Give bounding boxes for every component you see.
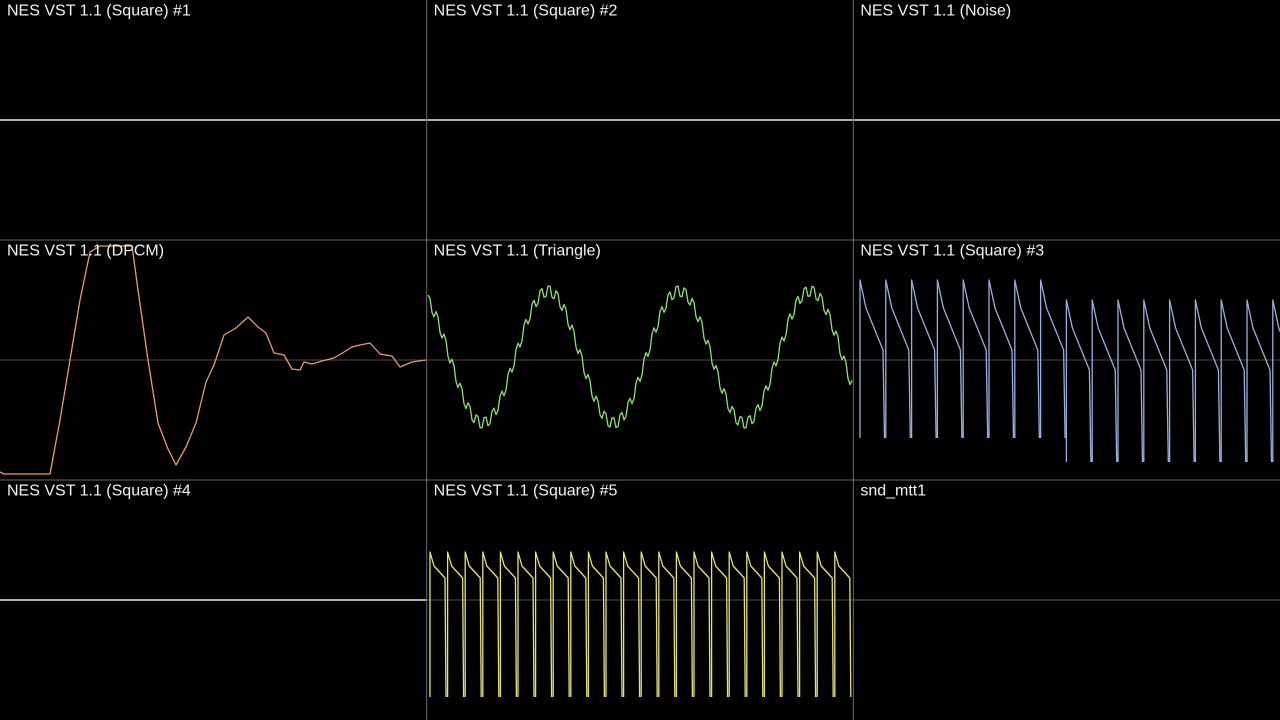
channel-label: NES VST 1.1 (Square) #3 bbox=[860, 242, 1044, 259]
channel-label: NES VST 1.1 (DPCM) bbox=[7, 242, 164, 259]
channel-label: snd_mtt1 bbox=[860, 482, 926, 499]
channel-label: NES VST 1.1 (Square) #2 bbox=[434, 2, 618, 19]
channel-label: NES VST 1.1 (Square) #5 bbox=[434, 482, 618, 499]
dpcm-waveform bbox=[0, 245, 427, 475]
channel-label: NES VST 1.1 (Square) #4 bbox=[7, 482, 191, 499]
square3-waveform bbox=[859, 279, 1280, 463]
triangle-waveform bbox=[427, 285, 853, 429]
square5-waveform bbox=[429, 551, 852, 698]
channel-label: NES VST 1.1 (Noise) bbox=[860, 2, 1011, 19]
channel-label: NES VST 1.1 (Square) #1 bbox=[7, 2, 191, 19]
channel-label: NES VST 1.1 (Triangle) bbox=[434, 242, 601, 259]
